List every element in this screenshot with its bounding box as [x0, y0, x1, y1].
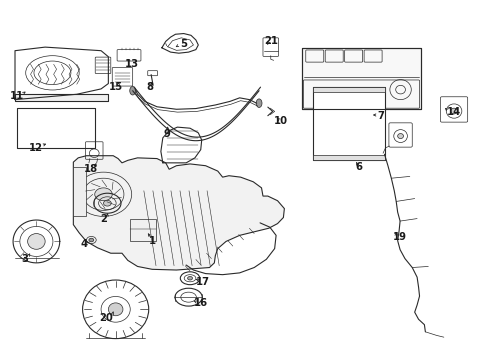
Bar	[301, 48, 420, 109]
Text: 18: 18	[84, 164, 98, 174]
Ellipse shape	[397, 134, 403, 139]
Bar	[312, 155, 384, 160]
Text: 6: 6	[355, 162, 362, 172]
Text: 20: 20	[99, 312, 113, 323]
Text: 15: 15	[108, 82, 122, 92]
Ellipse shape	[95, 188, 112, 201]
Bar	[312, 87, 384, 160]
Ellipse shape	[108, 303, 122, 316]
Text: 1: 1	[148, 236, 155, 246]
Text: 10: 10	[273, 116, 287, 126]
Text: 12: 12	[28, 143, 42, 153]
Bar	[73, 167, 85, 216]
Text: 19: 19	[392, 232, 406, 242]
Ellipse shape	[450, 108, 457, 114]
Text: 14: 14	[446, 107, 460, 117]
Text: 11: 11	[10, 91, 24, 101]
Bar	[130, 219, 155, 241]
Text: 2: 2	[100, 214, 107, 224]
Text: 7: 7	[376, 111, 383, 121]
Bar	[15, 94, 108, 102]
Bar	[17, 108, 95, 148]
Ellipse shape	[89, 238, 94, 242]
Text: 3: 3	[21, 253, 28, 264]
Text: 17: 17	[196, 277, 210, 287]
Text: 16: 16	[193, 298, 207, 308]
Ellipse shape	[187, 276, 192, 280]
Text: 9: 9	[163, 129, 170, 139]
Ellipse shape	[28, 234, 45, 249]
Bar	[17, 108, 95, 148]
Ellipse shape	[129, 86, 135, 95]
Text: 13: 13	[124, 59, 139, 69]
Bar	[312, 87, 384, 93]
Ellipse shape	[103, 201, 111, 206]
Text: 21: 21	[264, 36, 278, 46]
Text: 4: 4	[81, 239, 87, 249]
Text: 5: 5	[180, 39, 187, 49]
Polygon shape	[73, 156, 284, 270]
Bar	[312, 87, 384, 160]
Text: 8: 8	[146, 82, 153, 92]
Ellipse shape	[256, 99, 262, 108]
